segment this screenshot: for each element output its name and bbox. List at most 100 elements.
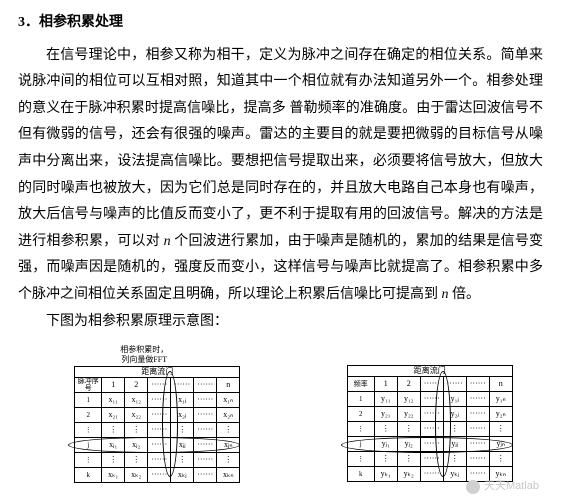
cell: ⋮ [374,452,397,467]
table-row: 2y₂₁y₂₂······y₂ⱼ······y₂ₙ [321,407,513,422]
cell: ······ [194,423,217,438]
hcell: ······ [443,377,466,392]
cell: ······ [420,392,443,407]
cell: ······ [420,452,443,467]
cell: y₂₁ [374,407,397,422]
table-row: ⋮⋮⋮······⋮······⋮ [321,452,513,467]
cell: xⱼ₂ [125,438,148,453]
cell: yⱼ₁ [374,437,397,452]
cell: yₖⱼ [443,467,466,482]
cell: ⋮ [397,422,420,437]
hcell: 1 [374,377,397,392]
cell: yₖ₁ [374,467,397,482]
cell: ⋮ [217,453,240,468]
cell: ⋮ [102,423,125,438]
cell: xⱼ₁ [102,438,125,453]
hcell: 2 [397,377,420,392]
var-n-2: n [442,287,449,302]
diagram-a-caption: 相参积累时， 列向量做FFT [48,345,240,364]
cell: yⱼⱼ [443,437,466,452]
cell: x₁₂ [125,393,148,408]
cell: ······ [148,408,171,423]
cell: yⱼₙ [489,437,512,452]
paragraph-1: 在信号理论中，相参又称为相干，定义为脉冲之间存在确定的相位关系。简单来说脉冲间的… [18,43,543,309]
cell: ······ [148,453,171,468]
cell: y₂ₙ [489,407,512,422]
cell: x₁ⱼ [171,393,194,408]
table-row: jxⱼ₁xⱼ₂······xⱼⱼ······xⱼₙ [48,438,240,453]
cell: ······ [466,392,489,407]
cell: j [75,438,102,453]
cell: ⋮ [217,423,240,438]
hcell: ······ [171,378,194,393]
cell: k [75,468,102,483]
cell: ······ [466,437,489,452]
cell: yₖ₂ [397,467,420,482]
cell: ⋮ [489,452,512,467]
cell: ⋮ [347,422,374,437]
diagram-b-table: 距离流门 频率 1 2 ······ ······ ······ n 1y₁₁y… [321,365,513,482]
hcell: ······ [420,377,443,392]
table-row: ⋮⋮⋮······⋮······⋮ [48,453,240,468]
table-row: ⋮⋮⋮······⋮······⋮ [321,422,513,437]
cell: ⋮ [374,422,397,437]
cell: ······ [148,423,171,438]
cell: x₂ⱼ [171,408,194,423]
diagram-b: 距离流门 频率 1 2 ······ ······ ······ n 1y₁₁y… [321,345,513,483]
cell: ······ [194,408,217,423]
cell: x₁ₙ [217,393,240,408]
cell: ⋮ [75,423,102,438]
diagram-b-caption-spacer [321,345,513,363]
diagram-b-side-label: 频率 [347,377,374,392]
cell: xₖ₂ [125,468,148,483]
hcell: n [217,378,240,393]
cell: j [347,437,374,452]
hcell: n [489,377,512,392]
cell: ⋮ [443,452,466,467]
cell: x₂ₙ [217,408,240,423]
cell: ⋮ [489,422,512,437]
watermark-text: 天天Matlab [484,476,539,497]
cell: ······ [194,393,217,408]
cell: ······ [194,468,217,483]
hcell: 1 [102,378,125,393]
diagram-a: 相参积累时， 列向量做FFT 距离流门 脉冲序号 1 2 ······ ····… [48,345,240,483]
cell: y₂ⱼ [443,407,466,422]
cell: xₖ₁ [102,468,125,483]
diagram-row: 相参积累时， 列向量做FFT 距离流门 脉冲序号 1 2 ······ ····… [18,345,543,483]
cell: ⋮ [125,423,148,438]
table-row: 1x₁₁x₁₂······x₁ⱼ······x₁ₙ [48,393,240,408]
cell: ⋮ [102,453,125,468]
diagram-a-table: 距离流门 脉冲序号 1 2 ······ ······ ······ n 1x₁… [48,366,240,483]
cell: ······ [420,467,443,482]
table-row: 2x₂₁x₂₂······x₂ⱼ······x₂ₙ [48,408,240,423]
cell: x₂₂ [125,408,148,423]
hcell: ······ [466,377,489,392]
section-heading: 3．相参积累处理 [18,10,543,37]
table-row: jyⱼ₁yⱼ₂······yⱼⱼ······yⱼₙ [321,437,513,452]
cell: x₂₁ [102,408,125,423]
watermark-logo-icon [466,480,480,494]
cell: ······ [194,453,217,468]
cell: ······ [466,407,489,422]
cell: ······ [148,438,171,453]
para1-a: 在信号理论中，相参又称为相干，定义为脉冲之间存在确定的相位关系。简单来说脉冲间的… [18,48,543,249]
cell: y₁ₙ [489,392,512,407]
table-row: kxₖ₁xₖ₂······xₖⱼ······xₖₙ [48,468,240,483]
para1-c: 倍。 [449,287,481,302]
cell: ······ [466,422,489,437]
cell: yⱼ₂ [397,437,420,452]
watermark: 天天Matlab [466,476,539,497]
var-n-1: n [164,234,171,249]
cell: ······ [148,393,171,408]
diagram-a-header-row: 脉冲序号 1 2 ······ ······ ······ n [48,378,240,393]
paragraph-2: 下图为相参积累原理示意图： [18,309,543,336]
table-row: ⋮⋮⋮······⋮······⋮ [48,423,240,438]
cell: ⋮ [171,453,194,468]
cell: 2 [75,408,102,423]
cell: 1 [347,392,374,407]
hcell: ······ [194,378,217,393]
cell: ⋮ [125,453,148,468]
table-row: 1y₁₁y₁₂······y₁ⱼ······y₁ₙ [321,392,513,407]
diagram-b-top-label: 距离流门 [347,366,512,377]
